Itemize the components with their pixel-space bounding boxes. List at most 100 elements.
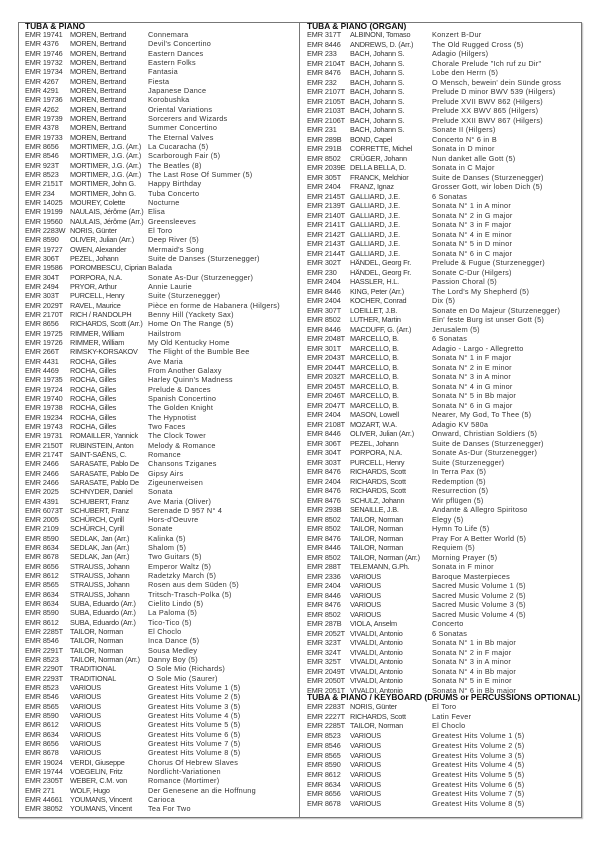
piece-title: Elegy (5) <box>432 514 464 524</box>
catalog-number: EMR 2150T <box>25 440 64 450</box>
composer: MORTIMER, John G. <box>70 179 136 189</box>
catalog-number: EMR 304T <box>307 448 342 457</box>
piece-title: Sonate C-Dur (Hilgers) <box>432 267 512 277</box>
composer: VARIOUS <box>350 760 381 770</box>
composer: BACH, Johann S. <box>350 58 405 68</box>
piece-title: Hailstrom <box>148 328 182 338</box>
piece-title: Melody & Romance <box>148 440 216 450</box>
piece-title: Ave Maria (Oliver) <box>148 496 212 506</box>
piece-title: El Toro <box>148 225 173 235</box>
composer: MARCELLO, B. <box>350 334 399 343</box>
piece-title: Greatest Hits Volume 2 (5) <box>432 740 525 750</box>
composer: VARIOUS <box>350 571 381 581</box>
piece-title: El Choclo <box>432 721 466 731</box>
catalog-number: EMR 19725 <box>25 328 63 338</box>
catalog-number: EMR 2139T <box>307 201 346 210</box>
composer: TELEMANN, G.Ph. <box>350 562 410 571</box>
catalog-number: EMR 2108T <box>307 419 346 429</box>
piece-title: Greatest Hits Volume 1 (5) <box>148 683 241 693</box>
catalog-number: EMR 8502 <box>307 153 341 163</box>
composer: BACH, Johann S. <box>350 115 405 125</box>
composer: HASSLER, H.L. <box>350 277 399 286</box>
piece-title: Kalinka (5) <box>148 533 186 543</box>
catalog-number: EMR 287B <box>307 619 342 628</box>
piece-title: Sonata N° 4 in E minor <box>432 229 512 239</box>
piece-title: Oriental Variations <box>148 104 213 114</box>
catalog-number: EMR 2052T <box>307 628 346 638</box>
piece-title: 6 Sonatas <box>432 628 468 638</box>
catalog-number: EMR 232 <box>307 77 337 87</box>
catalog-number: EMR 8446 <box>307 39 341 49</box>
piece-title: Romance <box>148 449 181 459</box>
catalog-number: EMR 2305T <box>25 776 64 786</box>
piece-title: Sonata N° 1 in F major <box>432 353 512 362</box>
composer: TRADITIONAL <box>70 673 117 683</box>
piece-title: Grosser Gott, wir loben Dich (5) <box>432 182 543 191</box>
composer: MORTIMER, J.G. (Arr.) <box>70 141 142 151</box>
section-heading: TUBA & PIANO <box>25 21 86 31</box>
catalog-number: EMR 44661 <box>25 795 63 805</box>
composer: WEBER, C.M. von <box>70 776 128 786</box>
catalog-number: EMR 8502 <box>307 552 341 562</box>
piece-title: Der Genesene an die Hoffnung <box>148 785 256 795</box>
catalog-number: EMR 19586 <box>25 263 63 273</box>
composer: RIMMER, William <box>70 328 125 338</box>
composer: VARIOUS <box>350 750 381 760</box>
catalog-number: EMR 19746 <box>25 48 63 58</box>
composer: FRANZ, Ignaz <box>350 182 394 191</box>
composer: VIVALDI, Antonio <box>350 676 403 685</box>
piece-title: Rosen aus dem Süden (5) <box>148 580 239 590</box>
composer: NORIS, Günter <box>70 225 117 235</box>
composer: PEZEL, Johann <box>70 253 119 263</box>
composer: SEDLAK, Jan (Arr.) <box>70 552 130 562</box>
catalog-number: EMR 2285T <box>307 721 346 731</box>
composer: SCHÜRCH, Cyrill <box>70 515 124 525</box>
composer: BACH, Johann S. <box>350 77 405 87</box>
piece-title: Tuba Concerto <box>148 188 200 198</box>
piece-title: Sonata in D minor <box>432 144 495 153</box>
catalog-number: EMR 4378 <box>25 123 59 133</box>
catalog-number: EMR 8446 <box>307 324 341 334</box>
catalog-number: EMR 2046T <box>307 391 346 400</box>
piece-title: Cielito Lindo (5) <box>148 599 204 609</box>
composer: STRAUSS, Johann <box>70 589 130 599</box>
catalog-number: EMR 8523 <box>25 655 59 665</box>
catalog-number: EMR 2283T <box>307 702 346 711</box>
composer: RICHARDS, Scott <box>350 476 406 486</box>
piece-title: Mermaid's Song <box>148 244 204 254</box>
composer: MORTIMER, J.G. (Arr.) <box>70 160 142 170</box>
composer: VARIOUS <box>350 769 381 779</box>
piece-title: Sonate <box>148 524 173 534</box>
composer: NAULAIS, Jérôme (Arr.) <box>70 216 144 226</box>
composer: YOUMANS, Vincent <box>70 804 132 814</box>
composer: VIOLA, Anselm <box>350 619 397 628</box>
composer: VARIOUS <box>350 590 381 600</box>
composer: STRAUSS, Johann <box>70 561 130 571</box>
piece-title: Danny Boy (5) <box>148 655 198 665</box>
catalog-number: EMR 2105T <box>307 96 346 106</box>
composer: BACH, Johann S. <box>350 96 405 106</box>
composer: VIVALDI, Antonio <box>350 657 403 666</box>
catalog-number: EMR 6073T <box>25 505 64 515</box>
piece-title: Ave Maria <box>148 356 183 366</box>
catalog-number: EMR 8590 <box>307 760 341 770</box>
catalog-number: EMR 8590 <box>25 235 59 245</box>
piece-title: Sonata in C Major <box>432 163 495 172</box>
composer: VARIOUS <box>70 711 101 721</box>
catalog-number: EMR 8656 <box>307 789 341 799</box>
composer: MOREN, Bertrand <box>70 104 127 114</box>
composer: MOREN, Bertrand <box>70 39 127 49</box>
composer: TRADITIONAL <box>70 664 117 674</box>
piece-title: Prelude XX BWV 865 (Hilgers) <box>432 106 539 115</box>
piece-title: Pièce en forme de Habanera (Hilgers) <box>148 300 280 310</box>
piece-title: The Clock Tower <box>148 431 206 441</box>
catalog-number: EMR 4469 <box>25 365 59 375</box>
piece-title: O Mensch, bewein' dein Sünde gross <box>432 77 562 87</box>
composer: MOREN, Bertrand <box>70 57 127 67</box>
catalog-number: EMR 19740 <box>25 393 63 403</box>
piece-title: From Another Galaxy <box>148 365 222 375</box>
composer: TAILOR, Norman <box>350 721 404 731</box>
composer: NORIS, Günter <box>350 702 397 711</box>
piece-title: Requiem (5) <box>432 543 475 552</box>
composer: VIVALDI, Antonio <box>350 647 403 657</box>
